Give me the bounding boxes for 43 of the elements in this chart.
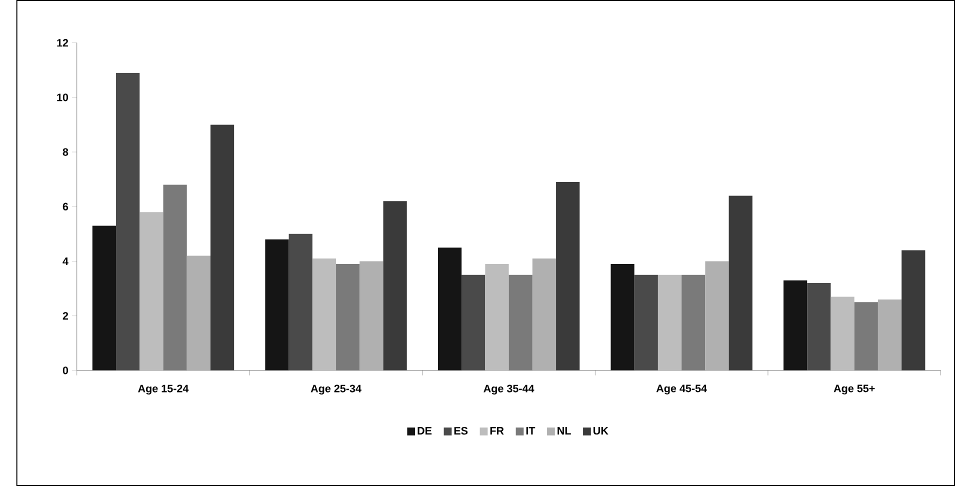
bar bbox=[383, 201, 407, 370]
bar bbox=[140, 212, 164, 370]
x-tick-label: Age 55+ bbox=[834, 384, 875, 394]
bar bbox=[784, 280, 808, 370]
bar bbox=[186, 256, 210, 370]
legend-label: ES bbox=[454, 426, 468, 435]
bar bbox=[92, 226, 116, 370]
y-tick-label: 6 bbox=[62, 202, 68, 210]
x-tick-label: Age 25-34 bbox=[310, 384, 362, 395]
x-tick-label: Age 15-24 bbox=[138, 384, 189, 395]
x-tick-label: Age 35-44 bbox=[484, 384, 534, 395]
bar bbox=[360, 261, 384, 370]
legend-label: IT bbox=[526, 427, 536, 434]
y-tick-label: 12 bbox=[57, 39, 68, 47]
bar bbox=[336, 264, 360, 370]
bar bbox=[728, 196, 752, 370]
bar bbox=[532, 258, 556, 370]
bar bbox=[438, 248, 462, 370]
bar bbox=[556, 182, 580, 370]
legend-label: UK bbox=[594, 427, 608, 435]
bar bbox=[854, 302, 878, 370]
bar bbox=[485, 264, 509, 370]
y-tick-label: 2 bbox=[62, 312, 68, 320]
y-tick-label: 0 bbox=[62, 366, 68, 374]
y-tick-label: 10 bbox=[57, 94, 68, 102]
bar bbox=[265, 239, 289, 370]
bar bbox=[312, 258, 336, 370]
y-tick-label: 4 bbox=[62, 258, 68, 265]
bar bbox=[830, 296, 854, 370]
bar bbox=[210, 124, 234, 370]
bar bbox=[682, 274, 706, 370]
bar bbox=[705, 261, 729, 370]
bar bbox=[610, 264, 634, 370]
bar bbox=[508, 274, 532, 370]
x-tick-label: Age 45-54 bbox=[656, 384, 707, 394]
legend-label: FR bbox=[490, 427, 504, 434]
legend-label: NL bbox=[558, 427, 571, 434]
bar bbox=[878, 299, 902, 370]
bar bbox=[658, 274, 682, 370]
y-tick-label: 8 bbox=[62, 148, 68, 156]
bar bbox=[902, 250, 926, 370]
bar bbox=[163, 184, 187, 370]
legend-label: DE bbox=[418, 427, 432, 434]
